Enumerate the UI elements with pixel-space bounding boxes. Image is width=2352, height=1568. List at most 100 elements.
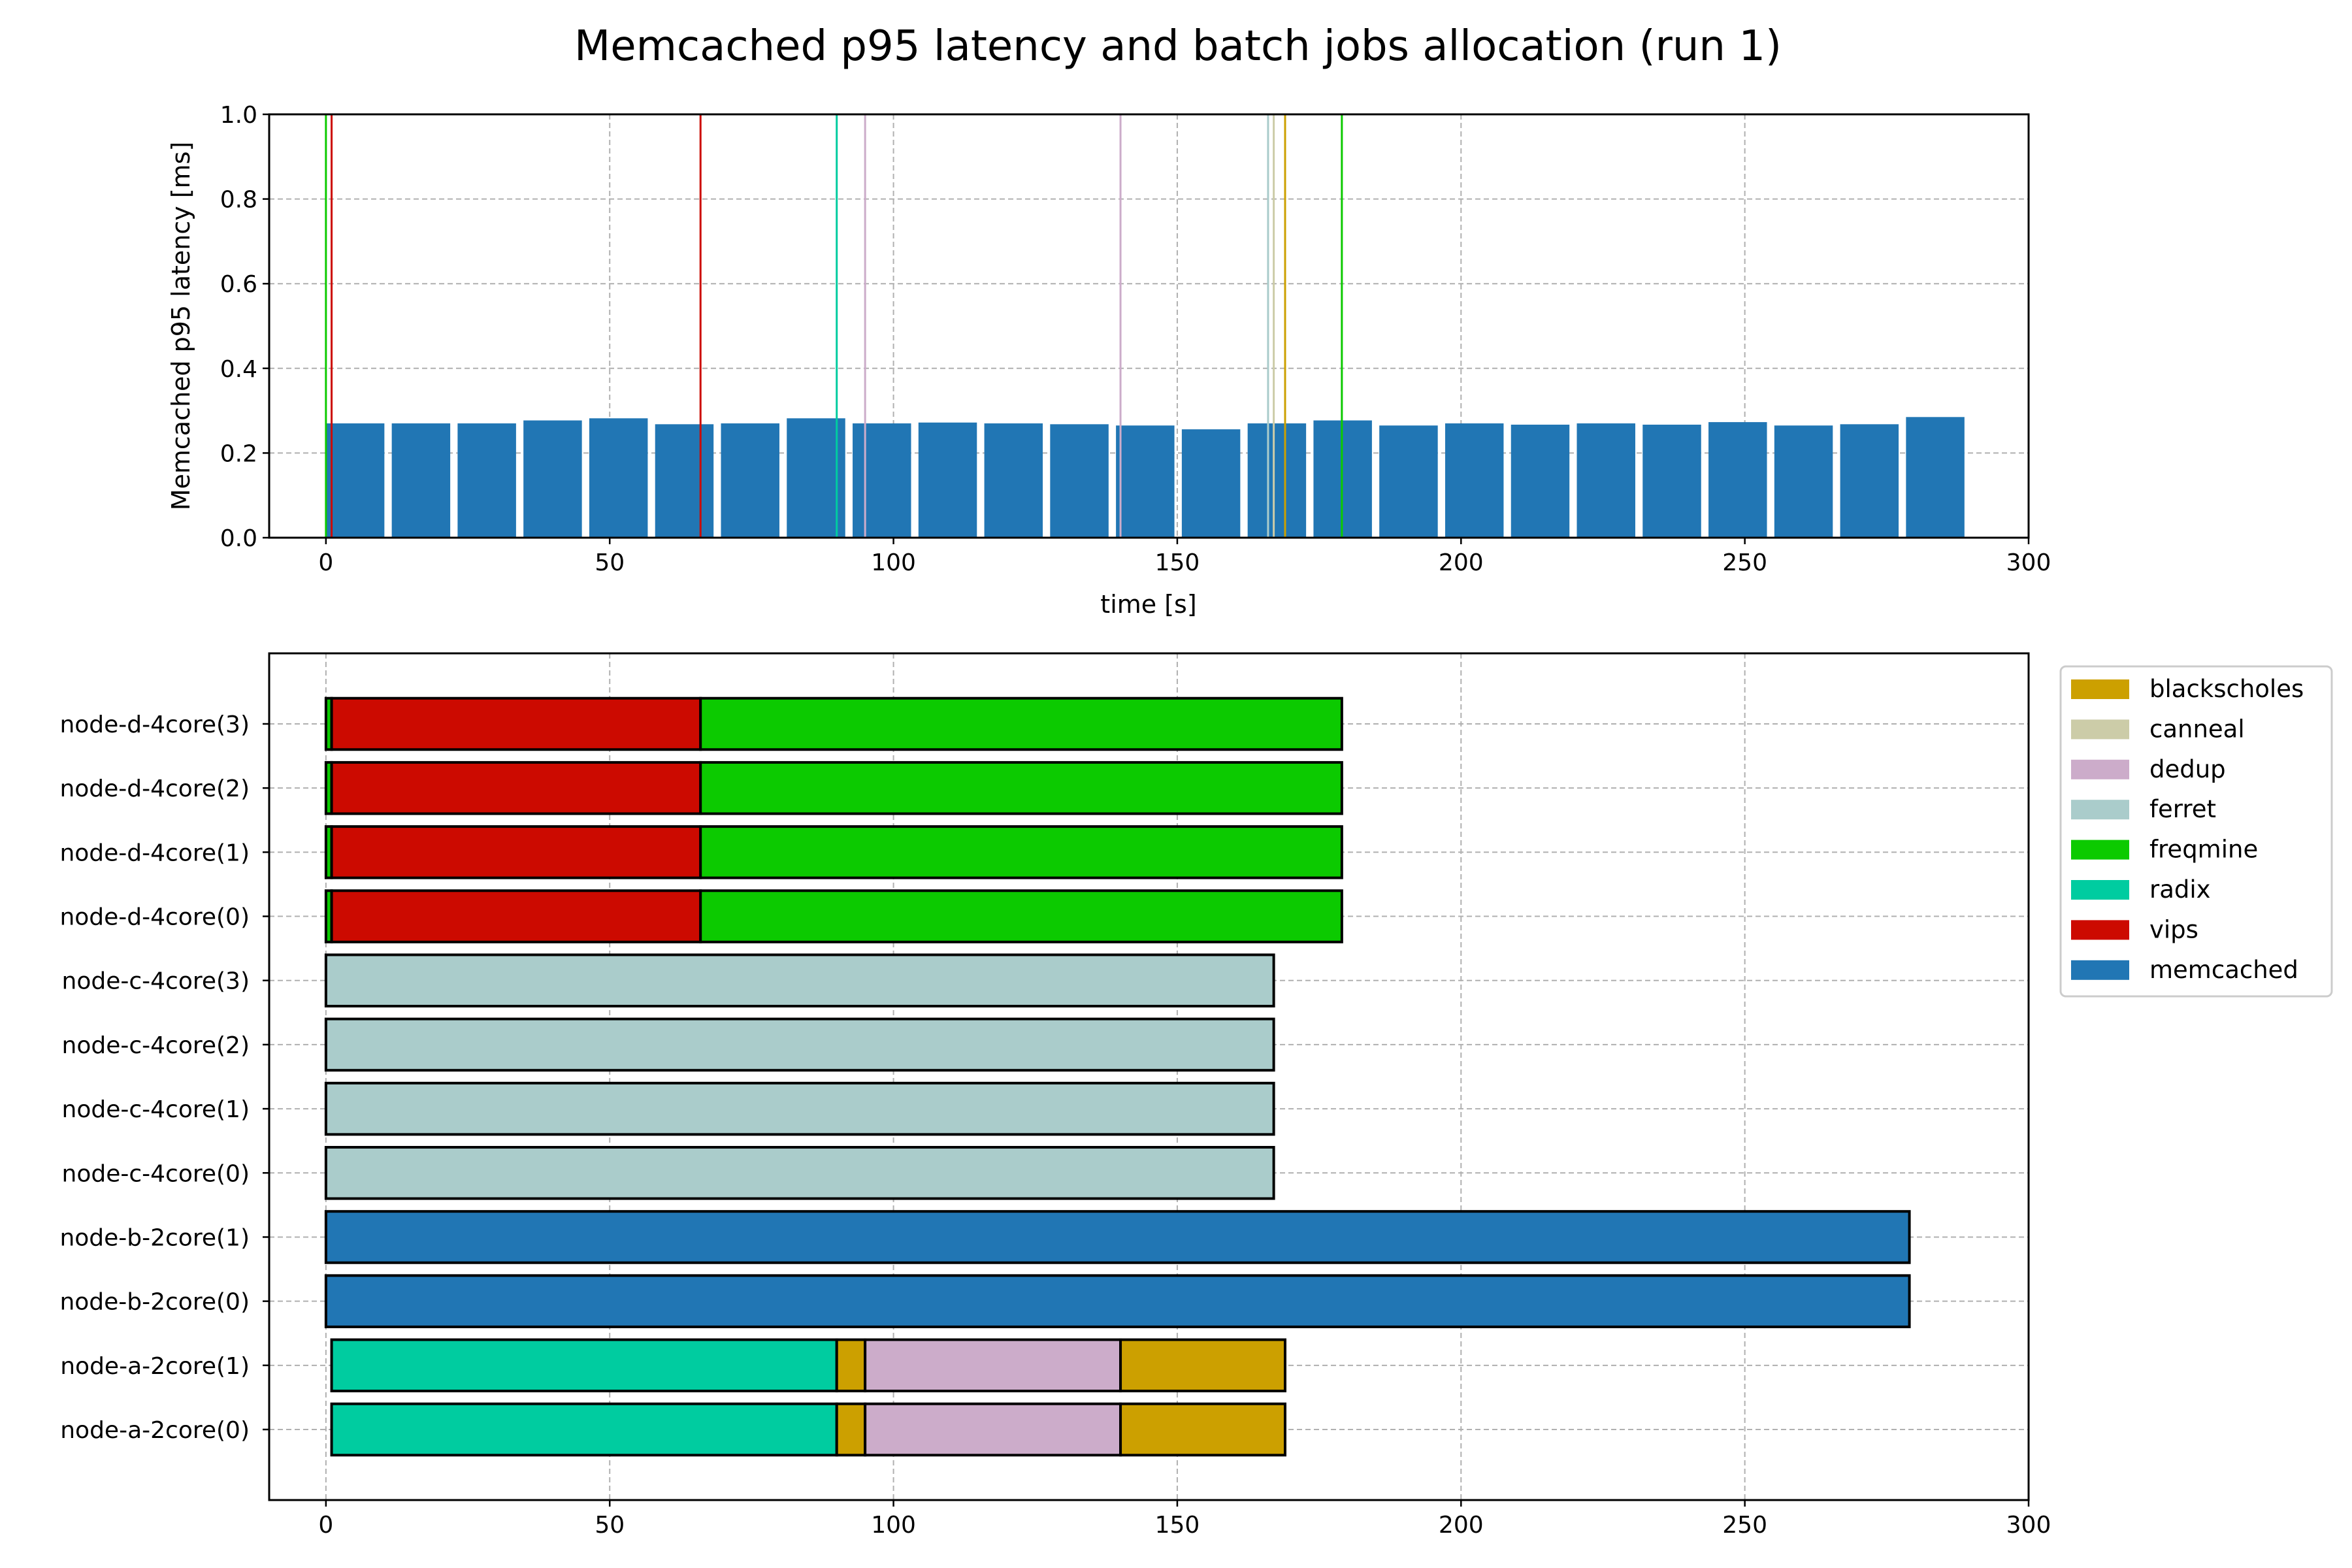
latency-bar-2 — [457, 423, 516, 538]
allocation-row-label-2: node-d-4core(1) — [59, 840, 250, 866]
allocation-plot-frame — [268, 652, 2030, 1501]
latency-x-tick-label-1: 50 — [595, 549, 625, 576]
allocation-row-label-1: node-d-4core(2) — [59, 776, 250, 802]
allocation-row-label-11: node-a-2core(0) — [60, 1417, 250, 1444]
allocation-x-ticks: 0 50 100 150 200 250 300 — [318, 1500, 2051, 1539]
allocation-segment-vips-2-1 — [330, 825, 702, 879]
latency-bar-10 — [984, 423, 1043, 538]
latency-y-ticks: 0.0 0.2 0.4 0.6 0.8 1.0 — [220, 102, 269, 552]
latency-bar-17 — [1445, 423, 1504, 538]
latency-bar-1 — [391, 423, 451, 538]
allocation-x-tick-label-2: 100 — [871, 1512, 916, 1539]
chart-title: Memcached p95 latency and batch jobs all… — [574, 22, 1782, 71]
legend-swatch-freqmine — [2071, 840, 2129, 860]
latency-bar-12 — [1116, 425, 1175, 538]
allocation-row-labels: node-d-4core(3) node-d-4core(2) node-d-4co… — [59, 711, 269, 1444]
allocation-segment-freqmine-0-2 — [699, 696, 1343, 751]
latency-bar-16 — [1379, 425, 1438, 538]
allocation-segment-blackscholes-11-3 — [1119, 1402, 1286, 1457]
allocation-row-label-9: node-b-2core(0) — [59, 1289, 250, 1316]
latency-bar-20 — [1642, 424, 1701, 538]
legend-label-blackscholes: blackscholes — [2149, 675, 2304, 703]
latency-x-tick-label-6: 300 — [2006, 549, 2051, 576]
allocation-row-label-10: node-a-2core(1) — [60, 1353, 250, 1380]
latency-bar-7 — [787, 418, 845, 538]
allocation-segment-blackscholes-10-1 — [835, 1338, 867, 1393]
latency-bar-21 — [1708, 422, 1767, 538]
latency-x-ticks: 0 50 100 150 200 250 300 — [318, 538, 2051, 576]
latency-bar-14 — [1247, 423, 1307, 538]
latency-bar-3 — [523, 420, 582, 538]
legend-label-ferret: ferret — [2149, 795, 2216, 823]
latency-y-tick-label-3: 0.6 — [220, 271, 257, 298]
allocation-segment-ferret-6-0 — [324, 1081, 1275, 1136]
allocation-row-label-0: node-d-4core(3) — [59, 711, 250, 738]
legend-label-radix: radix — [2149, 875, 2211, 904]
latency-x-tick-label-3: 150 — [1155, 549, 1200, 576]
allocation-segment-vips-3-1 — [330, 889, 702, 943]
latency-bar-0 — [325, 423, 385, 538]
allocation-segment-memcached-9-0 — [324, 1274, 1911, 1328]
latency-x-tick-label-0: 0 — [318, 549, 333, 576]
latency-bars — [325, 417, 1965, 538]
allocation-segment-blackscholes-10-3 — [1119, 1338, 1286, 1393]
allocation-row-label-7: node-c-4core(0) — [62, 1160, 250, 1187]
allocation-row-label-5: node-c-4core(2) — [62, 1032, 250, 1059]
legend-swatch-memcached — [2071, 960, 2129, 980]
latency-x-tick-label-4: 200 — [1439, 549, 1484, 576]
allocation-x-tick-label-1: 50 — [595, 1512, 625, 1539]
legend-label-canneal: canneal — [2149, 715, 2245, 743]
legend-label-vips: vips — [2149, 915, 2198, 943]
legend-swatch-vips — [2071, 920, 2129, 940]
allocation-x-tick-label-6: 300 — [2006, 1512, 2051, 1539]
allocation-segment-ferret-4-0 — [324, 953, 1275, 1008]
allocation-segment-radix-10-0 — [330, 1338, 838, 1393]
latency-bar-23 — [1840, 424, 1899, 538]
allocation-segment-freqmine-1-2 — [699, 760, 1343, 815]
latency-bar-19 — [1576, 423, 1635, 538]
allocation-segment-radix-11-0 — [330, 1402, 838, 1457]
allocation-segment-freqmine-2-2 — [699, 825, 1343, 879]
allocation-segment-dedup-10-2 — [864, 1338, 1122, 1393]
latency-bar-5 — [655, 424, 714, 538]
latency-bar-4 — [589, 418, 648, 538]
latency-y-axis-label: Memcached p95 latency [ms] — [167, 142, 195, 511]
legend-swatch-dedup — [2071, 759, 2129, 779]
allocation-segment-dedup-11-2 — [864, 1402, 1122, 1457]
latency-bar-18 — [1511, 424, 1570, 538]
allocation-x-tick-label-5: 250 — [1722, 1512, 1767, 1539]
allocation-row-label-8: node-b-2core(1) — [59, 1224, 250, 1251]
allocation-x-tick-label-3: 150 — [1155, 1512, 1200, 1539]
legend-swatch-ferret — [2071, 800, 2129, 820]
allocation-segment-freqmine-3-2 — [699, 889, 1343, 943]
allocation-segment-vips-1-1 — [330, 760, 702, 815]
allocation-x-tick-label-4: 200 — [1439, 1512, 1484, 1539]
allocation-segment-vips-0-1 — [330, 696, 702, 751]
allocation-segment-ferret-7-0 — [324, 1146, 1275, 1200]
legend-label-dedup: dedup — [2149, 755, 2226, 783]
latency-y-tick-label-4: 0.8 — [220, 187, 257, 214]
latency-y-tick-label-0: 0.0 — [220, 525, 257, 552]
latency-x-tick-label-5: 250 — [1722, 549, 1767, 576]
latency-y-tick-label-2: 0.4 — [220, 356, 257, 383]
latency-bar-13 — [1181, 429, 1241, 538]
latency-x-tick-label-2: 100 — [871, 549, 916, 576]
legend-swatch-radix — [2071, 880, 2129, 900]
allocation-row-label-4: node-c-4core(3) — [62, 968, 250, 995]
allocation-panel: 0 50 100 150 200 250 300 node-d-4core(3)node-d… — [59, 652, 2051, 1539]
allocation-row-label-3: node-d-4core(0) — [59, 904, 250, 931]
legend-swatch-blackscholes — [2071, 679, 2129, 699]
legend-frame — [2059, 665, 2333, 998]
latency-bar-24 — [1906, 417, 1965, 538]
allocation-bars — [324, 696, 1911, 1457]
legend: blackscholes canneal dedup ferret freqmine ra… — [2059, 665, 2333, 998]
legend-label-freqmine: freqmine — [2149, 836, 2258, 864]
latency-bar-9 — [918, 422, 977, 538]
latency-panel: 0 50 100 150 200 250 300 0.0 0.2 0.4 0.6 0.8 1.0 ti… — [167, 102, 2051, 619]
latency-bar-8 — [853, 423, 911, 538]
latency-y-tick-label-5: 1.0 — [220, 102, 257, 129]
latency-x-axis-label: time [s] — [1100, 590, 1196, 619]
allocation-segment-blackscholes-11-1 — [835, 1402, 867, 1457]
latency-bar-11 — [1050, 424, 1109, 538]
